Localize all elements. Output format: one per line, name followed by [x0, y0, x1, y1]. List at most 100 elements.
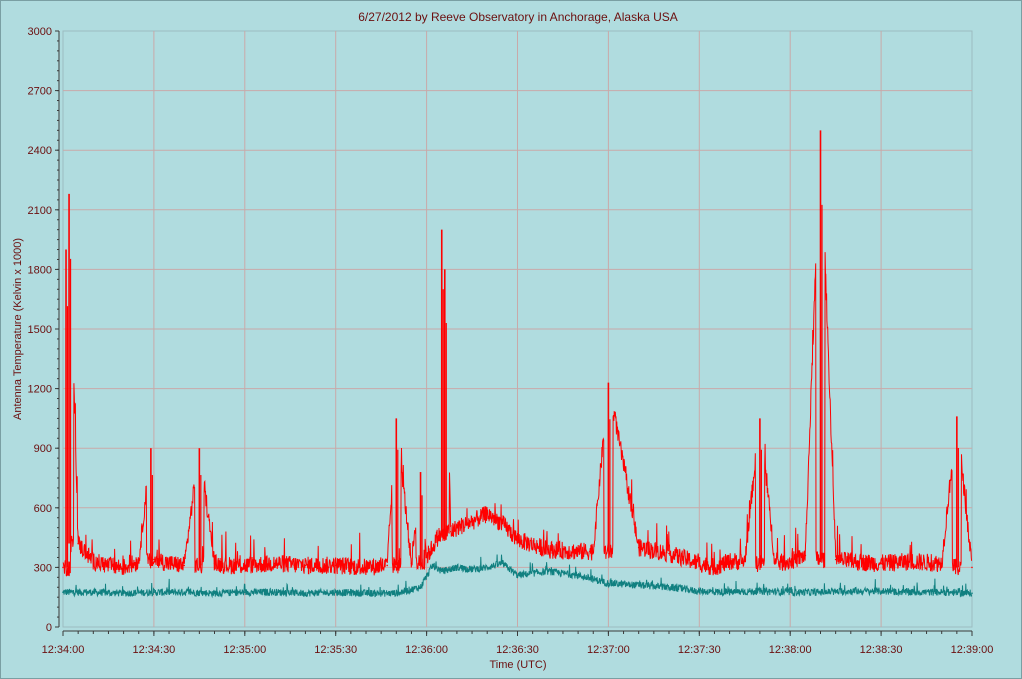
data-point: [365, 592, 367, 595]
data-point: [698, 590, 701, 593]
data-point: [789, 560, 791, 563]
x-tick-label: 12:35:30: [314, 644, 357, 656]
data-point: [698, 562, 701, 565]
data-point: [880, 562, 882, 565]
data-point: [437, 534, 440, 537]
data-point: [450, 530, 452, 533]
data-point: [971, 566, 973, 569]
series-lines: [62, 130, 973, 599]
data-point: [547, 548, 549, 551]
data-point: [365, 566, 367, 569]
data-point: [577, 574, 579, 577]
data-point: [713, 566, 716, 569]
data-point: [410, 562, 413, 565]
y-tick-label: 0: [46, 622, 52, 634]
data-point: [274, 562, 276, 565]
data-point: [425, 556, 428, 559]
data-point: [471, 568, 473, 571]
y-tick-label: 1200: [28, 384, 52, 396]
data-point: [668, 586, 670, 589]
x-tick-label: 12:36:00: [405, 644, 448, 656]
y-tick-label: 1500: [28, 324, 52, 336]
data-point: [940, 591, 943, 594]
x-tick-label: 12:38:30: [860, 644, 903, 656]
data-point: [419, 586, 422, 589]
data-point: [728, 591, 731, 594]
x-tick-label: 12:35:00: [223, 644, 266, 656]
data-point: [274, 591, 276, 594]
data-point: [122, 592, 125, 595]
y-axis-title: Antenna Temperature (Kelvin x 1000): [12, 238, 24, 420]
data-point: [440, 570, 443, 573]
data-point: [77, 542, 79, 545]
x-tick-label: 12:36:30: [496, 644, 539, 656]
data-point: [910, 591, 913, 594]
data-point: [486, 566, 489, 569]
data-point: [244, 591, 246, 594]
x-tick-label: 12:39:00: [951, 644, 994, 656]
data-point: [62, 566, 64, 569]
data-point: [789, 591, 791, 594]
data-point: [547, 570, 549, 573]
data-point: [592, 550, 595, 553]
data-point: [213, 562, 216, 565]
chart-title: 6/27/2012 by Reeve Observatory in Anchor…: [358, 10, 678, 24]
data-point: [607, 582, 610, 585]
data-point: [910, 560, 913, 563]
data-point: [743, 560, 746, 563]
data-point: [62, 591, 64, 594]
data-point: [471, 520, 473, 523]
x-tick-label: 12:38:00: [769, 644, 812, 656]
data-point: [940, 562, 943, 565]
data-point: [395, 592, 398, 595]
data-point: [804, 554, 807, 557]
y-tick-label: 900: [34, 443, 52, 455]
data-point: [819, 591, 822, 594]
data-point: [834, 558, 837, 561]
data-point: [668, 552, 670, 555]
y-tick-label: 2100: [28, 205, 52, 217]
data-point: [501, 522, 504, 525]
y-tick-label: 2700: [28, 86, 52, 98]
data-point: [213, 592, 216, 595]
data-point: [728, 560, 731, 563]
data-point: [122, 566, 125, 569]
data-point: [516, 538, 519, 541]
data-point: [501, 562, 504, 565]
data-point: [431, 564, 434, 567]
data-point: [386, 564, 389, 567]
data-point: [334, 564, 337, 567]
data-point: [183, 564, 185, 567]
data-point: [637, 584, 640, 587]
x-tick-label: 12:37:30: [678, 644, 721, 656]
y-tick-label: 3000: [28, 26, 52, 38]
data-point: [137, 560, 140, 563]
x-tick-label: 12:37:00: [587, 644, 630, 656]
data-point: [334, 591, 337, 594]
data-point: [92, 560, 95, 563]
data-point: [168, 562, 170, 565]
x-axis-title: Time (UTC): [489, 659, 546, 671]
x-tick-label: 12:34:30: [132, 644, 175, 656]
y-tick-label: 2400: [28, 145, 52, 157]
data-point: [183, 591, 185, 594]
x-tick-label: 12:34:00: [42, 644, 85, 656]
data-point: [107, 564, 110, 567]
data-point: [637, 546, 640, 549]
y-tick-label: 1800: [28, 264, 52, 276]
data-point: [850, 590, 852, 593]
tick-labels: 0 300 600 900 1200 1500 1800 2100 2400 2700 3000 12…: [28, 26, 994, 656]
data-point: [244, 564, 246, 567]
data-point: [850, 560, 852, 563]
data-point: [486, 512, 489, 515]
data-point: [153, 591, 155, 594]
data-point: [304, 592, 307, 595]
data-point: [456, 526, 458, 529]
data-point: [516, 574, 519, 577]
data-point: [577, 550, 579, 553]
data-point: [971, 592, 973, 595]
data-point: [759, 590, 761, 593]
data-point: [228, 564, 231, 567]
